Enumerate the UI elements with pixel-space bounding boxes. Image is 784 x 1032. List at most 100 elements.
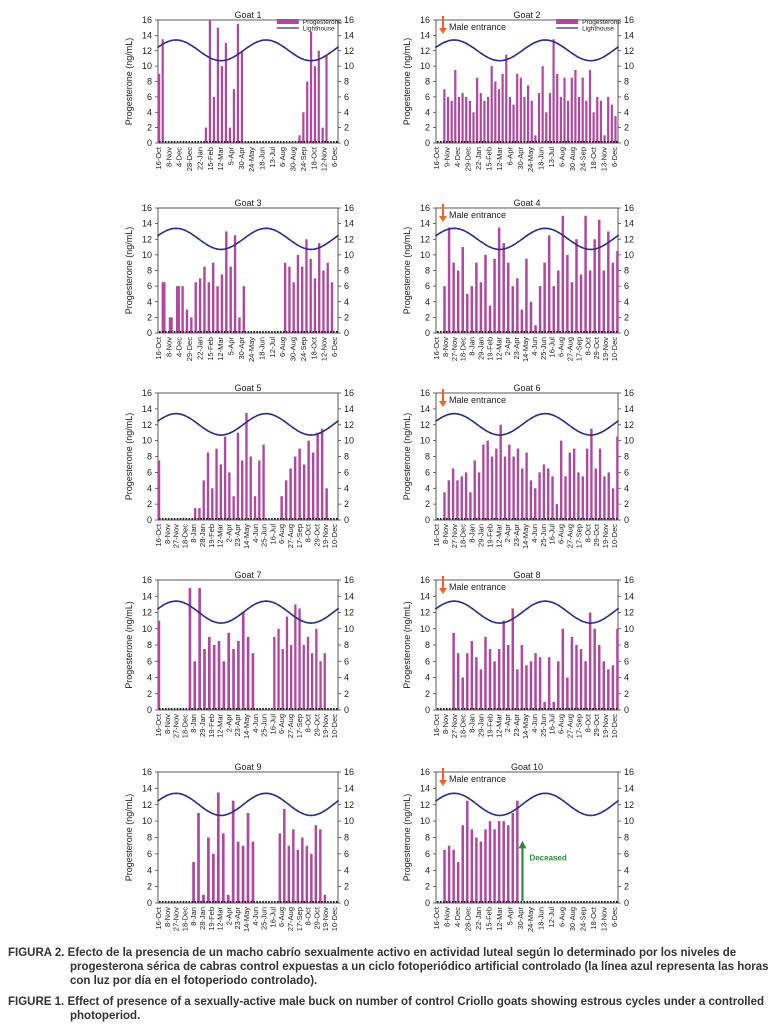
y-tick-label-left: 0: [425, 898, 430, 908]
baseline-marker: [571, 518, 573, 520]
baseline-marker: [250, 708, 253, 710]
baseline-marker: [300, 518, 303, 520]
photoperiod-point: [567, 803, 569, 806]
photoperiod-point: [301, 812, 303, 815]
y-tick-label-right: 16: [624, 388, 634, 398]
progesterone-bar: [602, 270, 606, 333]
baseline-marker: [583, 141, 585, 143]
baseline-marker: [535, 331, 538, 333]
x-tick-label: 15-Feb: [206, 147, 215, 171]
progesterone-bar: [486, 96, 490, 143]
photoperiod-point: [310, 434, 312, 436]
baseline-marker: [499, 901, 502, 903]
baseline-marker: [215, 141, 217, 143]
y-tick-label-right: 10: [344, 61, 354, 71]
progesterone-bar: [581, 77, 584, 143]
progesterone-bar: [493, 258, 496, 333]
progesterone-bar: [483, 100, 486, 143]
photoperiod-point: [439, 604, 442, 607]
y-tick-label-left: 0: [147, 515, 152, 525]
progesterone-bar: [479, 841, 483, 903]
baseline-marker: [182, 901, 185, 903]
baseline-marker: [451, 518, 454, 520]
baseline-marker: [526, 708, 529, 710]
baseline-marker: [265, 708, 267, 710]
y-tick-label-left: 16: [142, 575, 152, 585]
y-axis-label: Progesterone (ng/mL): [124, 413, 134, 501]
baseline-marker: [173, 518, 176, 520]
x-tick-label: 16-Oct: [154, 523, 163, 546]
photoperiod-point: [594, 621, 597, 624]
photoperiod-point: [476, 611, 478, 613]
y-tick-label-left: 12: [142, 608, 152, 618]
progesterone-bar: [280, 496, 283, 520]
y-tick-label-right: 14: [344, 219, 354, 229]
y-tick-label-left: 14: [420, 30, 430, 40]
baseline-marker: [244, 518, 247, 520]
baseline-marker: [330, 141, 332, 143]
photoperiod-point: [480, 426, 483, 429]
baseline-marker: [161, 141, 164, 143]
y-tick-label-left: 4: [147, 483, 152, 493]
photoperiod-point: [251, 43, 254, 46]
baseline-marker: [469, 708, 472, 710]
baseline-marker: [592, 141, 594, 143]
progesterone-bar: [306, 81, 309, 143]
baseline-marker: [318, 518, 320, 520]
photoperiod-point: [157, 234, 159, 237]
progesterone-bar: [461, 93, 464, 143]
photoperiod-point: [184, 602, 186, 605]
photoperiod-point: [233, 244, 236, 246]
progesterone-bar: [610, 104, 613, 143]
photoperiod-point: [603, 617, 606, 620]
photoperiod-point: [553, 602, 556, 605]
baseline-marker: [279, 518, 282, 520]
photoperiod-point: [206, 617, 209, 620]
x-tick-label: 27-Nov: [450, 337, 459, 361]
photoperiod-point: [548, 600, 551, 603]
baseline-marker: [559, 141, 561, 143]
baseline-marker: [274, 901, 276, 903]
baseline-marker: [574, 141, 576, 143]
photoperiod-point: [260, 792, 263, 795]
baseline-marker: [229, 708, 232, 710]
progesterone-bar: [322, 270, 325, 333]
progesterone-bar: [216, 27, 219, 143]
x-tick-label: 29-Oct: [312, 523, 321, 546]
progesterone-bar: [321, 127, 324, 143]
baseline-marker: [274, 708, 276, 710]
deceased-arrowhead: [518, 840, 527, 849]
baseline-marker: [589, 708, 591, 710]
x-tick-label: 23-Apr: [233, 524, 242, 547]
y-tick-label-left: 4: [425, 865, 430, 875]
baseline-marker: [294, 708, 297, 710]
progesterone-bar: [475, 837, 478, 903]
x-tick-label: 8-Nov: [164, 337, 173, 357]
photoperiod-point: [265, 792, 267, 795]
photoperiod-point: [211, 57, 213, 60]
baseline-marker: [595, 518, 597, 520]
photoperiod-point: [608, 426, 610, 429]
baseline-marker: [544, 141, 546, 143]
baseline-marker: [247, 708, 250, 710]
x-tick-label: 8-Oct: [583, 336, 592, 355]
photoperiod-point: [594, 247, 597, 250]
y-tick-label-left: 2: [147, 499, 152, 509]
baseline-marker: [577, 708, 579, 710]
photoperiod-point: [337, 607, 339, 610]
photoperiod-point: [328, 806, 330, 809]
baseline-marker: [601, 708, 603, 710]
male-entrance-label: Male entrance: [449, 210, 506, 220]
baseline-marker: [457, 518, 460, 520]
baseline-marker: [185, 518, 188, 520]
y-tick-label-left: 6: [147, 656, 152, 666]
baseline-marker: [191, 708, 194, 710]
baseline-marker: [223, 708, 226, 710]
photoperiod-point: [305, 433, 308, 436]
progesterone-bar: [232, 89, 235, 143]
x-tick-label: 28-Jan: [198, 907, 207, 930]
x-tick-label: 24-May: [526, 907, 535, 932]
x-tick-label: 22-Jan: [195, 337, 204, 360]
progesterone-bar: [198, 508, 201, 520]
photoperiod-point: [562, 800, 565, 802]
